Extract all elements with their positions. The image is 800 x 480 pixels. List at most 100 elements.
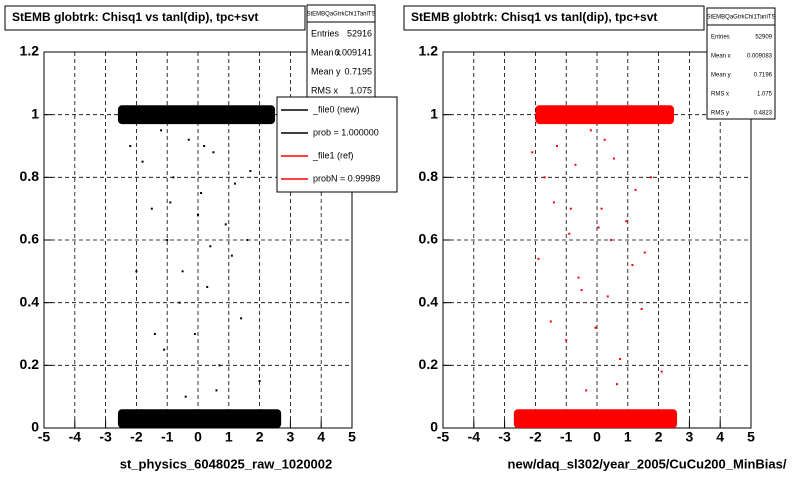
point [606,295,609,298]
dense-region [117,409,282,428]
point [552,201,555,204]
point [643,251,646,254]
point [163,348,166,351]
stats-label: RMS x [711,92,729,98]
legend-box [276,96,398,193]
point [585,389,588,392]
stats-label: RMS x [311,85,339,95]
x-tick-label: 2 [655,429,663,445]
x-axis-label: st_physics_6048025_raw_1020002 [120,456,333,471]
x-tick-label: 0 [593,429,601,445]
point [169,201,172,204]
point [178,301,181,304]
point [625,220,628,223]
point [549,320,552,323]
point [634,188,637,191]
point [589,129,592,132]
stats-value: 0.7195 [344,66,372,76]
point [215,389,218,392]
point [568,232,571,235]
point [246,239,249,241]
x-tick-label: 5 [747,429,755,445]
point [141,160,144,163]
stats-value: 0.009141 [334,47,372,57]
point [193,333,196,335]
stats-value: 0.7196 [754,73,773,79]
stats-label: Mean x [311,47,341,57]
point [184,395,187,398]
chart-title: StEMB globtrk: Chisq1 vs tanl(dip), tpc+… [411,10,657,24]
point [212,151,215,154]
point [543,176,546,179]
point [218,364,221,367]
x-tick-label: -2 [130,429,143,445]
point [603,138,606,141]
point [206,286,209,288]
stats-label: Mean y [711,73,731,79]
point [577,276,580,279]
stats-label: Entries [311,28,340,38]
point [531,151,534,154]
point [594,326,597,329]
title-box [403,5,705,31]
x-axis-label: new/daq_sl302/year_2005/CuCu200_MinBias/ [508,456,787,471]
point [258,380,261,382]
point [580,289,583,292]
y-tick-label: 0.6 [419,231,439,247]
y-tick-label: 1.2 [20,43,40,59]
title-box [4,5,306,31]
point [203,145,206,147]
point [649,176,652,179]
y-tick-label: 0.6 [20,231,40,247]
point [609,239,612,241]
x-tick-label: -1 [161,429,174,445]
stats-box [706,7,776,120]
x-tick-label: -2 [529,429,542,445]
stats-label: Mean x [711,54,731,60]
y-tick-label: 0.4 [419,293,439,309]
point [197,213,199,216]
point [619,358,622,361]
y-tick-label: 0.8 [419,168,439,184]
legend-label: _file1 (ref) [312,150,354,160]
point [597,226,600,229]
point [187,138,190,141]
y-tick-label: 0.4 [20,293,40,309]
point [616,383,619,386]
dense-region [513,409,678,428]
x-tick-label: 5 [348,429,356,445]
x-tick-label: -4 [69,429,82,445]
point [153,333,156,335]
point [631,264,634,267]
stats-label: Mean y [311,66,341,76]
x-tick-label: 0 [194,429,202,445]
stats-value: 0.4823 [754,111,773,117]
stats-box [306,4,376,98]
y-tick-label: 1 [430,105,438,121]
point [224,223,227,226]
x-tick-label: -1 [560,429,573,445]
x-tick-label: -3 [99,429,112,445]
point [172,176,175,179]
x-tick-label: 2 [256,429,264,445]
y-tick-label: 0 [430,419,438,435]
point [640,307,643,310]
point [565,339,568,342]
stats-value: 0.009083 [747,54,773,60]
chart-title: StEMB globtrk: Chisq1 vs tanl(dip), tpc+… [12,10,258,24]
point [660,370,663,373]
point [200,192,203,194]
x-tick-label: -3 [498,429,511,445]
x-tick-label: 3 [686,429,694,445]
x-tick-label: -5 [38,429,51,445]
legend-label: prob = 1.000000 [313,127,379,137]
point [555,145,558,147]
stats-value: 52909 [755,35,772,41]
y-tick-label: 0.8 [20,168,40,184]
point [612,157,615,160]
y-tick-label: 1.2 [419,43,439,59]
x-tick-label: 4 [317,429,325,445]
stats-label: Entries [711,35,730,41]
stats-value: 1.075 [757,92,773,98]
